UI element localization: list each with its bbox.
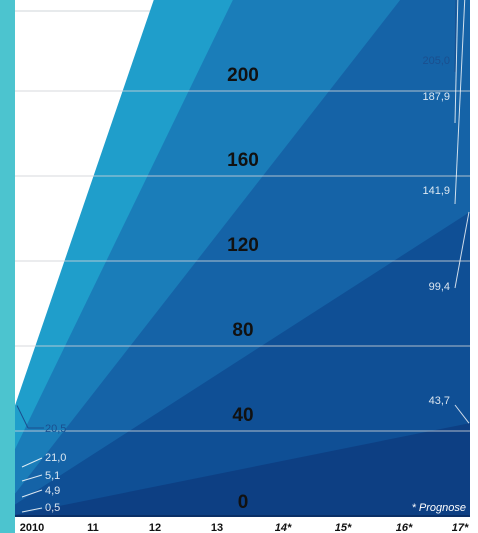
x-tick-label: 13: [211, 522, 223, 533]
x-tick-labels: 2010 11 12 13 14* 15* 16* 17*: [20, 522, 469, 533]
x-tick-label: 2010: [20, 522, 44, 533]
start-value-label: 4,9: [45, 485, 60, 497]
area-series-1: [15, 423, 470, 516]
start-value-label: 5,1: [45, 470, 60, 482]
value-leader: [454, 211, 470, 289]
x-tick-label: 14*: [275, 522, 292, 533]
start-value-label: 20,5: [45, 423, 66, 435]
end-value-label: 187,9: [422, 91, 450, 103]
start-leader: [21, 507, 43, 513]
x-tick-label: 16*: [396, 522, 413, 533]
start-leader: [21, 474, 43, 482]
left-frame-bar: [0, 0, 15, 533]
start-leader: [21, 489, 43, 498]
start-value-label: 21,0: [45, 452, 66, 464]
end-value-label: 141,9: [422, 185, 450, 197]
start-value-label: 0,5: [45, 502, 60, 514]
y-tick-label: 80: [232, 320, 253, 341]
x-tick-label: 11: [87, 522, 99, 533]
start-leader: [16, 405, 29, 429]
grid-lines: [15, 90, 470, 517]
x-tick-label: 12: [149, 522, 161, 533]
area-series-2: [15, 211, 470, 516]
forecast-note: * Prognose: [412, 502, 466, 514]
value-leader: [454, 404, 470, 424]
y-tick-label: 200: [227, 65, 259, 86]
y-tick-label: 160: [227, 150, 259, 171]
area-series-group: [15, 0, 470, 516]
value-labels: 43,7 99,4 141,9 187,9 205,0 0,5 4,9 5,1 21,0 20,5: [16, 0, 470, 514]
end-value-label: 43,7: [429, 395, 450, 407]
value-leader: [454, 0, 459, 124]
y-tick-label: 0: [238, 492, 249, 513]
end-value-label: 99,4: [429, 281, 450, 293]
y-tick-label: 40: [232, 405, 253, 426]
end-value-label: 205,0: [422, 55, 450, 67]
x-tick-label: 15*: [335, 522, 352, 533]
value-leader: [454, 0, 466, 205]
x-tick-label: 17*: [452, 522, 469, 533]
start-leader: [21, 457, 43, 468]
y-tick-labels: 0 40 80 120 160 200: [227, 65, 259, 513]
y-tick-label: 120: [227, 235, 259, 256]
